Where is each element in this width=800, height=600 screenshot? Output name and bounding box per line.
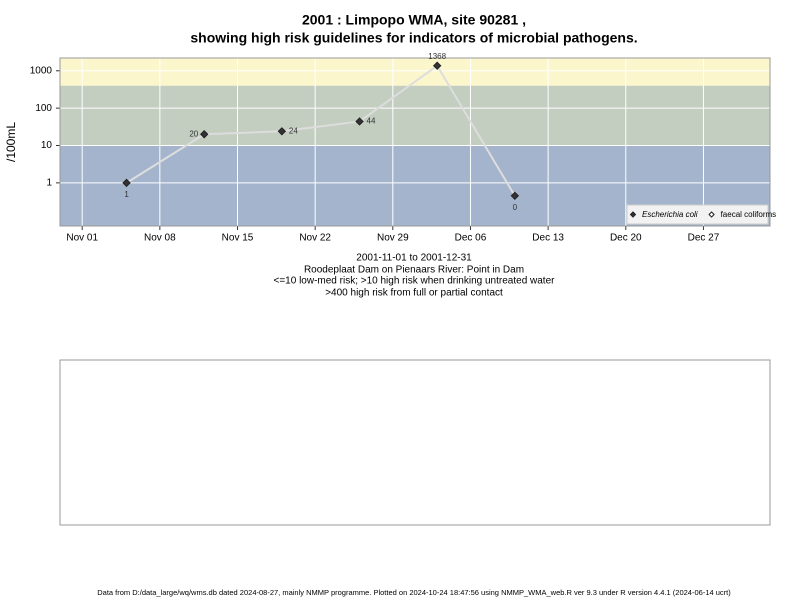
x-tick-label: Dec 13 <box>532 233 564 244</box>
series-line <box>126 64 516 197</box>
note: <=10 low-med risk; >10 high risk when dr… <box>274 276 556 287</box>
y-tick-label: 10 <box>41 140 53 151</box>
data-label: 1 <box>124 190 129 199</box>
x-tick-label: Nov 29 <box>377 233 409 244</box>
risk-band <box>60 85 770 146</box>
data-point <box>200 130 209 139</box>
data-point <box>510 191 520 201</box>
x-tick-label: Dec 20 <box>610 233 642 244</box>
data-label: 1368 <box>428 52 446 61</box>
data-label: 24 <box>289 126 298 135</box>
legend-label: faecal coliforms <box>721 210 777 219</box>
note: Roodeplaat Dam on Pienaars River: Point … <box>304 265 524 276</box>
chart-title: showing high risk guidelines for indicat… <box>190 30 637 46</box>
data-point <box>432 61 442 70</box>
legend-marker <box>708 211 715 218</box>
empty-panel <box>59 359 771 526</box>
legend-label: Escherichia coli <box>642 210 698 219</box>
plot-frame <box>59 57 771 227</box>
x-tick-label: Nov 01 <box>66 233 98 244</box>
data-label: 20 <box>189 129 198 138</box>
y-tick-label: 1000 <box>30 65 53 76</box>
note: 2001-11-01 to 2001-12-31 <box>356 253 472 264</box>
x-tick-label: Nov 15 <box>222 233 254 244</box>
footer: Data from D:/data_large/wq/wms.db dated … <box>97 588 731 597</box>
legend-marker <box>629 211 637 218</box>
x-tick-label: Nov 08 <box>144 233 176 244</box>
y-tick-label: 100 <box>35 103 52 114</box>
y-tick-label: 1 <box>46 177 52 188</box>
data-point <box>122 178 131 188</box>
legend-box <box>626 204 769 225</box>
note: >400 high risk from full or partial cont… <box>325 288 503 299</box>
y-axis-label: /100mL <box>4 122 18 162</box>
x-tick-label: Dec 06 <box>455 233 487 244</box>
data-label: 0 <box>513 203 518 212</box>
data-point <box>277 127 287 136</box>
x-tick-label: Nov 22 <box>299 233 331 244</box>
chart-title: 2001 : Limpopo WMA, site 90281 , <box>302 12 526 28</box>
x-tick-label: Dec 27 <box>688 233 720 244</box>
data-point <box>355 117 364 126</box>
data-label: 44 <box>367 117 376 126</box>
